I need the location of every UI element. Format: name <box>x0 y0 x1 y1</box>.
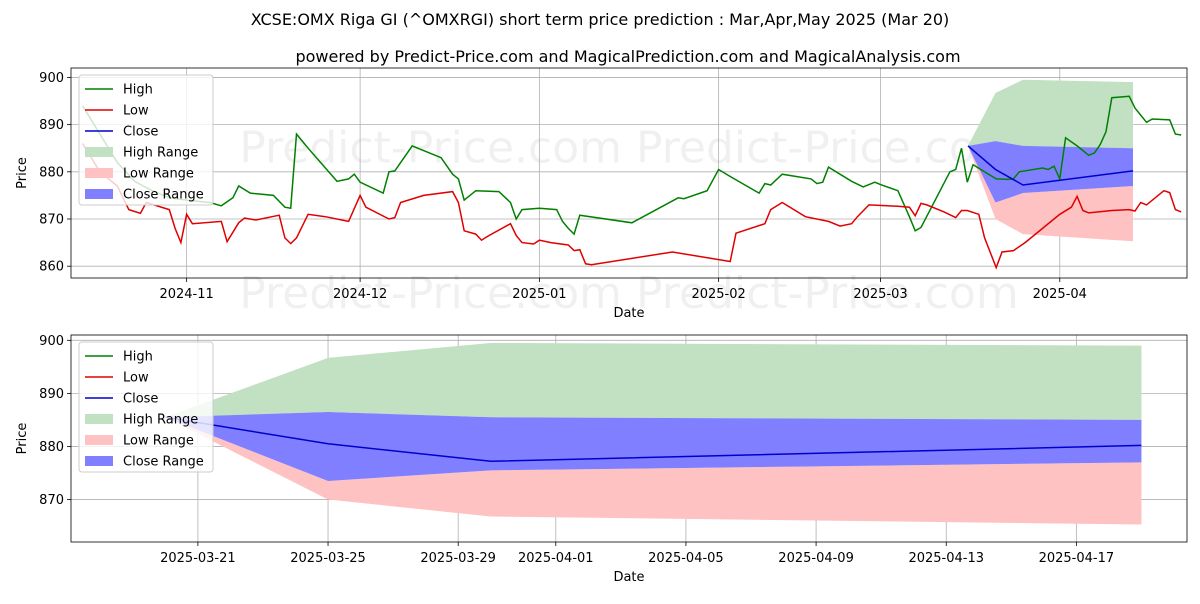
legend-label: High <box>123 350 153 365</box>
low-range-band <box>968 145 1133 242</box>
plot-area <box>165 342 1142 525</box>
x-tick-label: 2025-04-05 <box>648 551 724 566</box>
y-tick-label: 870 <box>39 493 64 508</box>
legend-label: Close Range <box>123 188 204 203</box>
x-tick-label: 2025-03-21 <box>160 551 236 566</box>
x-tick-label: 2025-04-13 <box>908 551 984 566</box>
y-tick-label: 890 <box>39 387 64 402</box>
close-series-line <box>165 416 1142 463</box>
low-range-band <box>165 417 1142 525</box>
watermark-text: Predict-Price.com Predict-Price.com <box>239 268 1018 319</box>
x-tick-label: 2025-04-09 <box>778 551 854 566</box>
x-tick-label: 2025-02 <box>691 287 745 302</box>
low-series-line <box>81 143 1182 270</box>
upper-panel: Predict-Price.com Predict-Price.com Predi… <box>15 67 1188 321</box>
legend-label: High <box>123 83 153 98</box>
y-tick-label: 870 <box>39 213 64 228</box>
high-range-band <box>968 79 1133 149</box>
legend-swatch-patch <box>85 414 113 424</box>
watermark-text: Predict-Price.com Predict-Price.com <box>239 123 1018 174</box>
plot-area <box>81 79 1182 270</box>
lower-panel: Predict-Price.com Predict-Price.com87088… <box>15 334 1188 585</box>
y-tick-label: 880 <box>39 440 64 455</box>
legend-label: High Range <box>123 413 198 428</box>
chart-subtitle: powered by Predict-Price.com and Magical… <box>295 47 960 66</box>
legend-label: Low Range <box>123 434 194 449</box>
x-tick-label: 2025-04-01 <box>518 551 594 566</box>
y-tick-label: 860 <box>39 260 64 275</box>
y-tick-label: 900 <box>39 71 64 86</box>
legend-label: High Range <box>123 146 198 161</box>
legend-swatch-patch <box>85 189 113 199</box>
x-tick-label: 2025-01 <box>512 287 566 302</box>
legend-label: Low <box>123 371 149 386</box>
legend-label: Low Range <box>123 167 194 182</box>
chart-title: XCSE:OMX Riga GI (^OMXRGI) short term pr… <box>251 10 950 29</box>
x-tick-label: 2025-03-29 <box>420 551 496 566</box>
legend-swatch-patch <box>85 168 113 178</box>
legend: High Low Close High Range Low Range Close Ran… <box>78 74 214 206</box>
y-axis-label: Price <box>15 423 30 455</box>
x-tick-label: 2025-03 <box>853 287 907 302</box>
x-axis-label: Date <box>613 306 644 321</box>
x-tick-label: 2024-11 <box>159 287 213 302</box>
legend-swatch-patch <box>85 435 113 445</box>
y-axis-label: Price <box>15 157 30 189</box>
y-tick-label: 880 <box>39 165 64 180</box>
axes-frame <box>70 334 1188 543</box>
legend: High Low Close High Range Low Range Close Ran… <box>78 341 214 473</box>
legend-swatch-patch <box>85 147 113 157</box>
x-tick-label: 2025-04-17 <box>1039 551 1115 566</box>
high-range-band <box>165 342 1142 420</box>
close-range-band <box>165 411 1142 481</box>
close-range-band <box>968 141 1133 203</box>
legend-label: Close Range <box>123 455 204 470</box>
x-tick-label: 2025-03-25 <box>290 551 366 566</box>
y-tick-label: 890 <box>39 118 64 133</box>
x-tick-label: 2024-12 <box>333 287 387 302</box>
legend-label: Close <box>123 125 158 140</box>
x-tick-label: 2025-04 <box>1033 287 1087 302</box>
y-tick-label: 900 <box>39 334 64 349</box>
x-axis-label: Date <box>613 570 644 585</box>
axes-frame <box>70 67 1188 279</box>
high-series-line <box>81 95 1182 236</box>
legend-swatch-patch <box>85 456 113 466</box>
legend-label: Low <box>123 104 149 119</box>
close-series-line <box>967 145 1134 186</box>
legend-label: Close <box>123 392 158 407</box>
